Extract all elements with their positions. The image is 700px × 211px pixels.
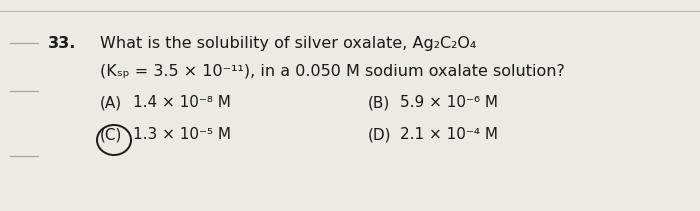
Text: (D): (D) bbox=[368, 127, 391, 142]
Text: 1.4 × 10⁻⁸ M: 1.4 × 10⁻⁸ M bbox=[133, 95, 231, 110]
Text: 1.3 × 10⁻⁵ M: 1.3 × 10⁻⁵ M bbox=[133, 127, 231, 142]
Text: What is the solubility of silver oxalate, Ag₂C₂O₄: What is the solubility of silver oxalate… bbox=[100, 36, 477, 51]
Text: 2.1 × 10⁻⁴ M: 2.1 × 10⁻⁴ M bbox=[400, 127, 498, 142]
Text: 33.: 33. bbox=[48, 36, 76, 51]
Text: (B): (B) bbox=[368, 95, 391, 110]
Text: (A): (A) bbox=[100, 95, 122, 110]
Text: (C): (C) bbox=[100, 127, 122, 142]
Text: 5.9 × 10⁻⁶ M: 5.9 × 10⁻⁶ M bbox=[400, 95, 498, 110]
Text: (Kₛₚ = 3.5 × 10⁻¹¹), in a 0.050 M sodium oxalate solution?: (Kₛₚ = 3.5 × 10⁻¹¹), in a 0.050 M sodium… bbox=[100, 63, 565, 78]
